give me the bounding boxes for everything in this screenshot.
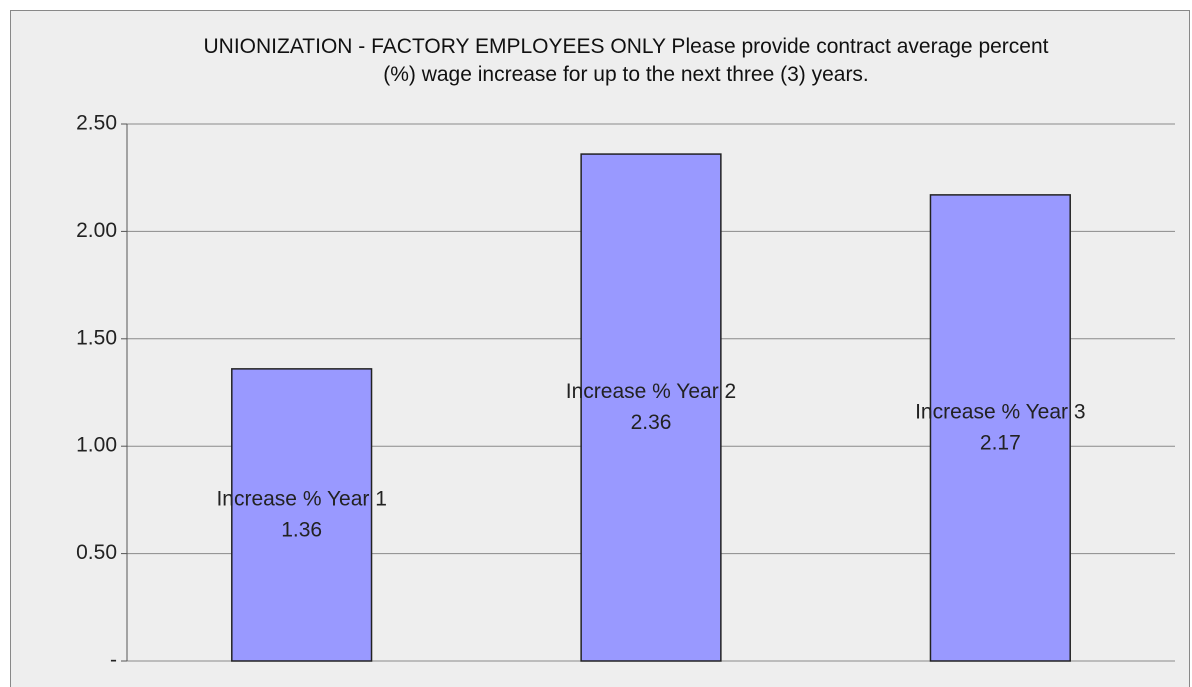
data-label-value: 2.17: [980, 431, 1021, 454]
data-label-category: Increase % Year 2: [566, 380, 736, 403]
y-tick-label: -: [110, 649, 117, 672]
y-tick-label: 1.00: [76, 434, 117, 457]
data-label-category: Increase % Year 1: [216, 487, 386, 510]
y-tick-label: 2.00: [76, 219, 117, 242]
data-label-value: 1.36: [281, 518, 322, 541]
data-label-value: 2.36: [631, 411, 672, 434]
y-tick-label: 0.50: [76, 541, 117, 564]
bar: [929, 194, 1071, 662]
bar: [580, 153, 722, 662]
data-label-category: Increase % Year 3: [915, 400, 1085, 423]
bar: [231, 368, 373, 662]
y-tick-label: 2.50: [76, 112, 117, 135]
y-tick-label: 1.50: [76, 326, 117, 349]
chart-title: UNIONIZATION - FACTORY EMPLOYEES ONLY Pl…: [203, 35, 1049, 86]
